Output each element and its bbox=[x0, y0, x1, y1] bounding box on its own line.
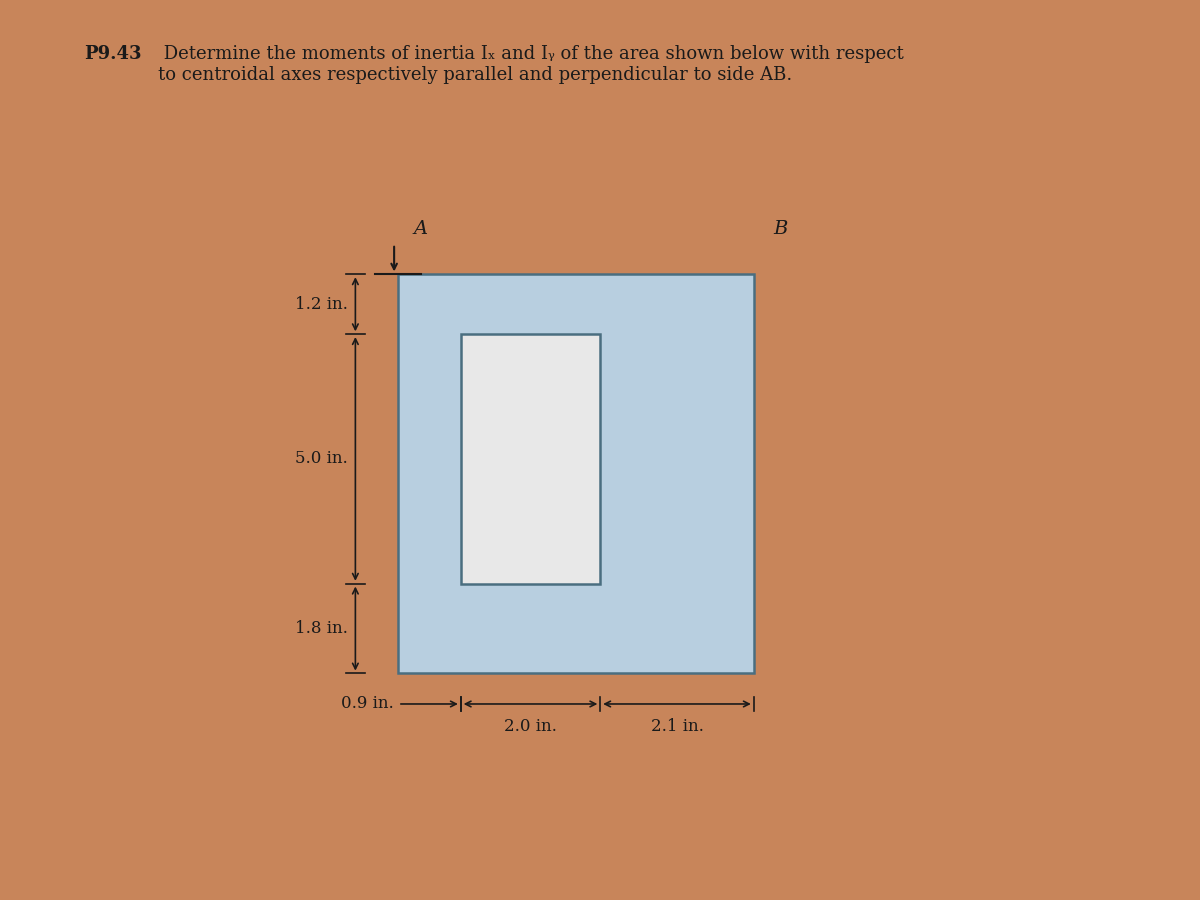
Text: P9.43: P9.43 bbox=[84, 45, 142, 63]
Bar bbox=[461, 334, 600, 584]
Text: B: B bbox=[773, 220, 787, 238]
Text: 5.0 in.: 5.0 in. bbox=[295, 450, 348, 467]
Bar bbox=[398, 274, 754, 673]
Text: Determine the moments of inertia Iₓ and Iᵧ of the area shown below with respect
: Determine the moments of inertia Iₓ and … bbox=[158, 45, 904, 84]
Text: 1.2 in.: 1.2 in. bbox=[295, 296, 348, 313]
Text: A: A bbox=[414, 220, 427, 238]
Text: 0.9 in.: 0.9 in. bbox=[341, 696, 394, 713]
Text: 1.8 in.: 1.8 in. bbox=[295, 620, 348, 637]
Text: 2.0 in.: 2.0 in. bbox=[504, 718, 557, 734]
Text: 2.1 in.: 2.1 in. bbox=[650, 718, 703, 734]
